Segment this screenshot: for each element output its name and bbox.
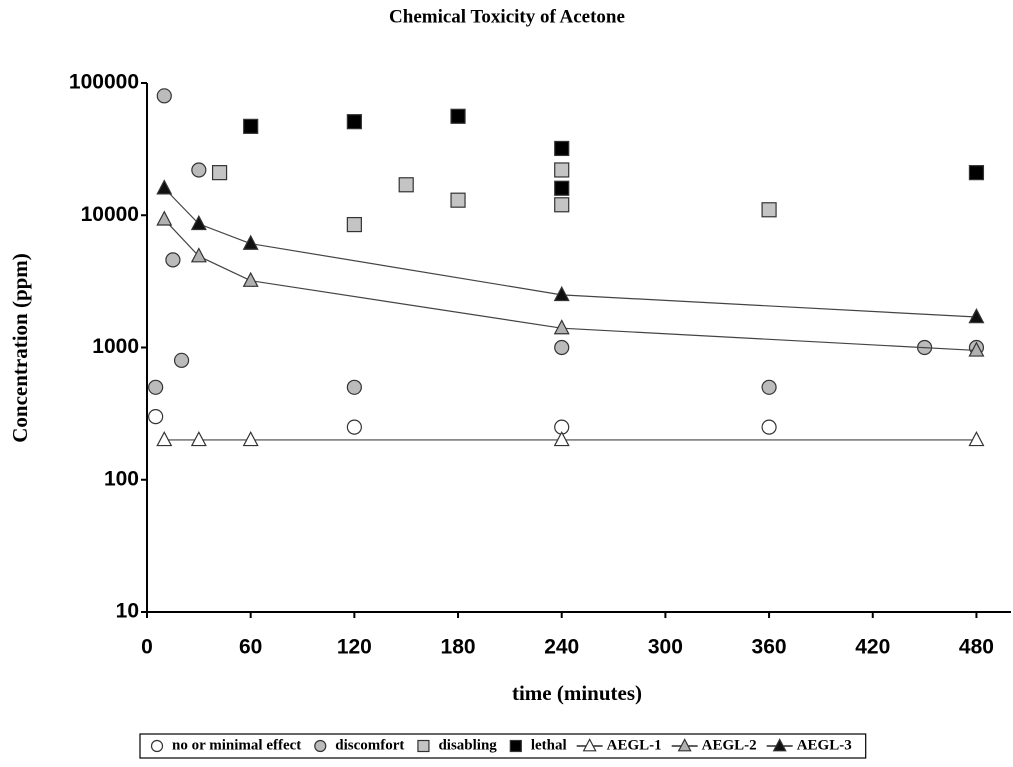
legend-label: discomfort xyxy=(335,737,404,753)
data-point xyxy=(968,341,985,357)
x-tick-label: 60 xyxy=(239,636,262,659)
x-tick-label: 360 xyxy=(752,636,787,659)
legend-label: AEGL-3 xyxy=(797,737,852,753)
data-point xyxy=(346,114,362,130)
legend-marker xyxy=(582,738,597,752)
data-point xyxy=(211,165,228,181)
legend-marker xyxy=(509,739,522,753)
legend-marker xyxy=(772,738,787,752)
x-axis-label: time (minutes) xyxy=(512,681,642,705)
legend-marker xyxy=(677,738,692,752)
y-tick-label: 1000 xyxy=(92,335,139,358)
y-axis-label: Concentration (ppm) xyxy=(8,253,32,443)
data-point xyxy=(156,179,173,195)
y-tick-label: 10 xyxy=(116,600,139,623)
data-point xyxy=(553,319,570,335)
x-tick-label: 420 xyxy=(855,636,890,659)
legend-label: AEGL-2 xyxy=(702,737,757,753)
x-tick-label: 240 xyxy=(544,636,579,659)
legend-marker xyxy=(417,739,430,753)
y-tick-label: 10000 xyxy=(81,203,139,226)
x-tick-label: 480 xyxy=(959,636,994,659)
legend-label: disabling xyxy=(438,737,497,753)
data-point xyxy=(346,419,362,435)
data-point xyxy=(148,379,164,395)
data-point xyxy=(554,140,570,157)
data-point xyxy=(761,202,777,218)
legend-label: lethal xyxy=(531,737,567,753)
legend-label: no or minimal effect xyxy=(172,737,301,753)
series-line xyxy=(163,219,977,352)
data-point xyxy=(243,118,259,134)
legend: no or minimal effect discomfort disabling l… xyxy=(172,737,852,753)
data-point xyxy=(242,271,259,287)
data-point xyxy=(173,352,190,368)
data-point xyxy=(190,247,207,263)
data-point xyxy=(346,379,362,395)
data-point xyxy=(450,108,466,124)
data-point xyxy=(554,339,570,356)
legend-label: AEGL-1 xyxy=(607,737,662,753)
data-point xyxy=(156,210,173,226)
legend-marker xyxy=(314,739,327,753)
data-point xyxy=(346,216,362,233)
data-point xyxy=(156,88,172,104)
data-point xyxy=(190,430,207,447)
data-point xyxy=(450,192,466,208)
y-tick-label: 100000 xyxy=(69,71,139,94)
x-tick-label: 0 xyxy=(141,636,153,659)
data-point xyxy=(190,214,207,231)
data-point xyxy=(156,430,173,447)
data-point xyxy=(553,430,570,447)
data-point xyxy=(968,165,985,181)
data-point xyxy=(553,285,570,302)
data-point xyxy=(968,430,985,447)
y-tick-label: 100 xyxy=(104,467,139,490)
data-point xyxy=(761,419,777,435)
chart-title: Chemical Toxicity of Acetone xyxy=(389,6,625,27)
data-point xyxy=(761,379,777,395)
data-point xyxy=(554,197,570,213)
legend-box xyxy=(139,733,867,759)
data-point xyxy=(191,162,207,178)
data-point xyxy=(398,177,414,193)
data-point xyxy=(554,162,570,178)
data-point xyxy=(148,409,164,425)
legend-marker xyxy=(150,739,164,753)
data-point xyxy=(968,308,985,324)
series-line xyxy=(163,187,977,318)
data-point xyxy=(165,252,181,268)
data-point xyxy=(242,234,259,250)
x-tick-label: 180 xyxy=(441,636,476,659)
data-point xyxy=(242,430,259,447)
x-tick-label: 300 xyxy=(648,636,683,659)
data-point xyxy=(554,180,570,196)
x-tick-label: 120 xyxy=(337,636,372,659)
